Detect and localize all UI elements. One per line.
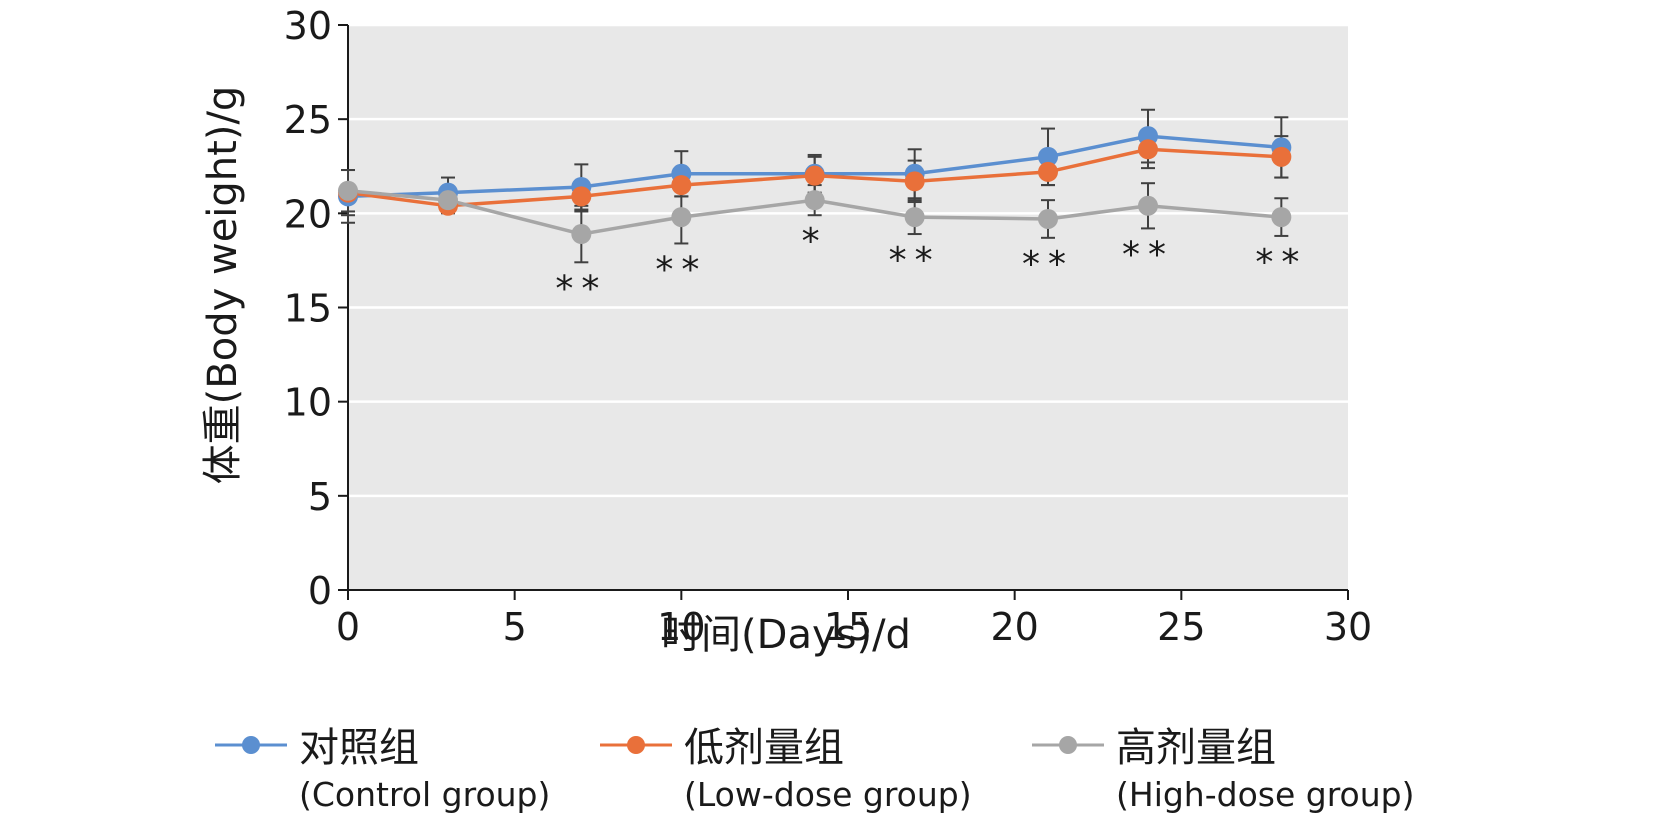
y-tick-label-15: 15 <box>284 287 332 331</box>
x-tick-label-30: 30 <box>1324 605 1372 649</box>
point-s1-7 <box>1138 139 1158 160</box>
legend-low-dose-label: 低剂量组 <box>684 725 844 771</box>
point-s1-2 <box>571 186 592 207</box>
point-s0-6 <box>1038 146 1058 167</box>
point-s2-5 <box>904 207 925 228</box>
significance-label-5: ** <box>1122 234 1174 275</box>
significance-label-2: * <box>802 221 828 262</box>
y-tick-label-0: 0 <box>308 569 332 613</box>
point-s1-6 <box>1038 161 1058 182</box>
point-s2-7 <box>1138 195 1158 216</box>
point-s2-6 <box>1038 208 1058 229</box>
x-tick-label-0: 0 <box>336 605 360 649</box>
legend-high-dose-label-en: (High-dose group) <box>1116 775 1415 814</box>
legend-high-dose-label: 高剂量组 <box>1116 725 1276 771</box>
point-s1-4 <box>804 165 825 186</box>
x-tick-label-5: 5 <box>503 605 527 649</box>
legend-high-dose-swatch <box>1032 736 1104 754</box>
significance-label-1: ** <box>655 249 707 290</box>
point-s1-3 <box>671 175 692 196</box>
point-s1-8 <box>1271 146 1292 167</box>
y-tick-label-25: 25 <box>284 98 332 142</box>
x-tick-label-20: 20 <box>990 605 1038 649</box>
significance-label-3: ** <box>889 240 941 281</box>
point-s2-8 <box>1271 207 1292 228</box>
significance-label-0: ** <box>555 268 607 309</box>
legend-control-label-en: (Control group) <box>299 775 551 814</box>
legend-control-swatch <box>215 736 287 754</box>
y-axis-title: 体重(Body weight)/g <box>200 86 246 485</box>
point-s2-0 <box>338 180 358 201</box>
legend-low-dose-swatch <box>600 736 672 754</box>
y-tick-label-20: 20 <box>284 192 332 236</box>
legend-low-dose-label-en: (Low-dose group) <box>684 775 972 814</box>
x-tick-label-15: 15 <box>824 605 872 649</box>
point-s2-1 <box>438 190 458 211</box>
point-s2-4 <box>804 190 825 211</box>
point-s2-2 <box>571 224 592 245</box>
y-tick-label-30: 30 <box>284 4 332 48</box>
point-s1-5 <box>904 171 925 192</box>
y-tick-label-10: 10 <box>284 381 332 425</box>
significance-label-6: ** <box>1255 242 1307 283</box>
legend-control-label: 对照组 <box>299 725 419 771</box>
significance-label-4: ** <box>1022 244 1074 285</box>
point-s2-3 <box>671 207 692 228</box>
x-tick-label-25: 25 <box>1157 605 1205 649</box>
x-tick-label-10: 10 <box>657 605 705 649</box>
x-axis-title: 时间(Days)/d <box>661 612 911 658</box>
y-tick-label-5: 5 <box>308 475 332 519</box>
